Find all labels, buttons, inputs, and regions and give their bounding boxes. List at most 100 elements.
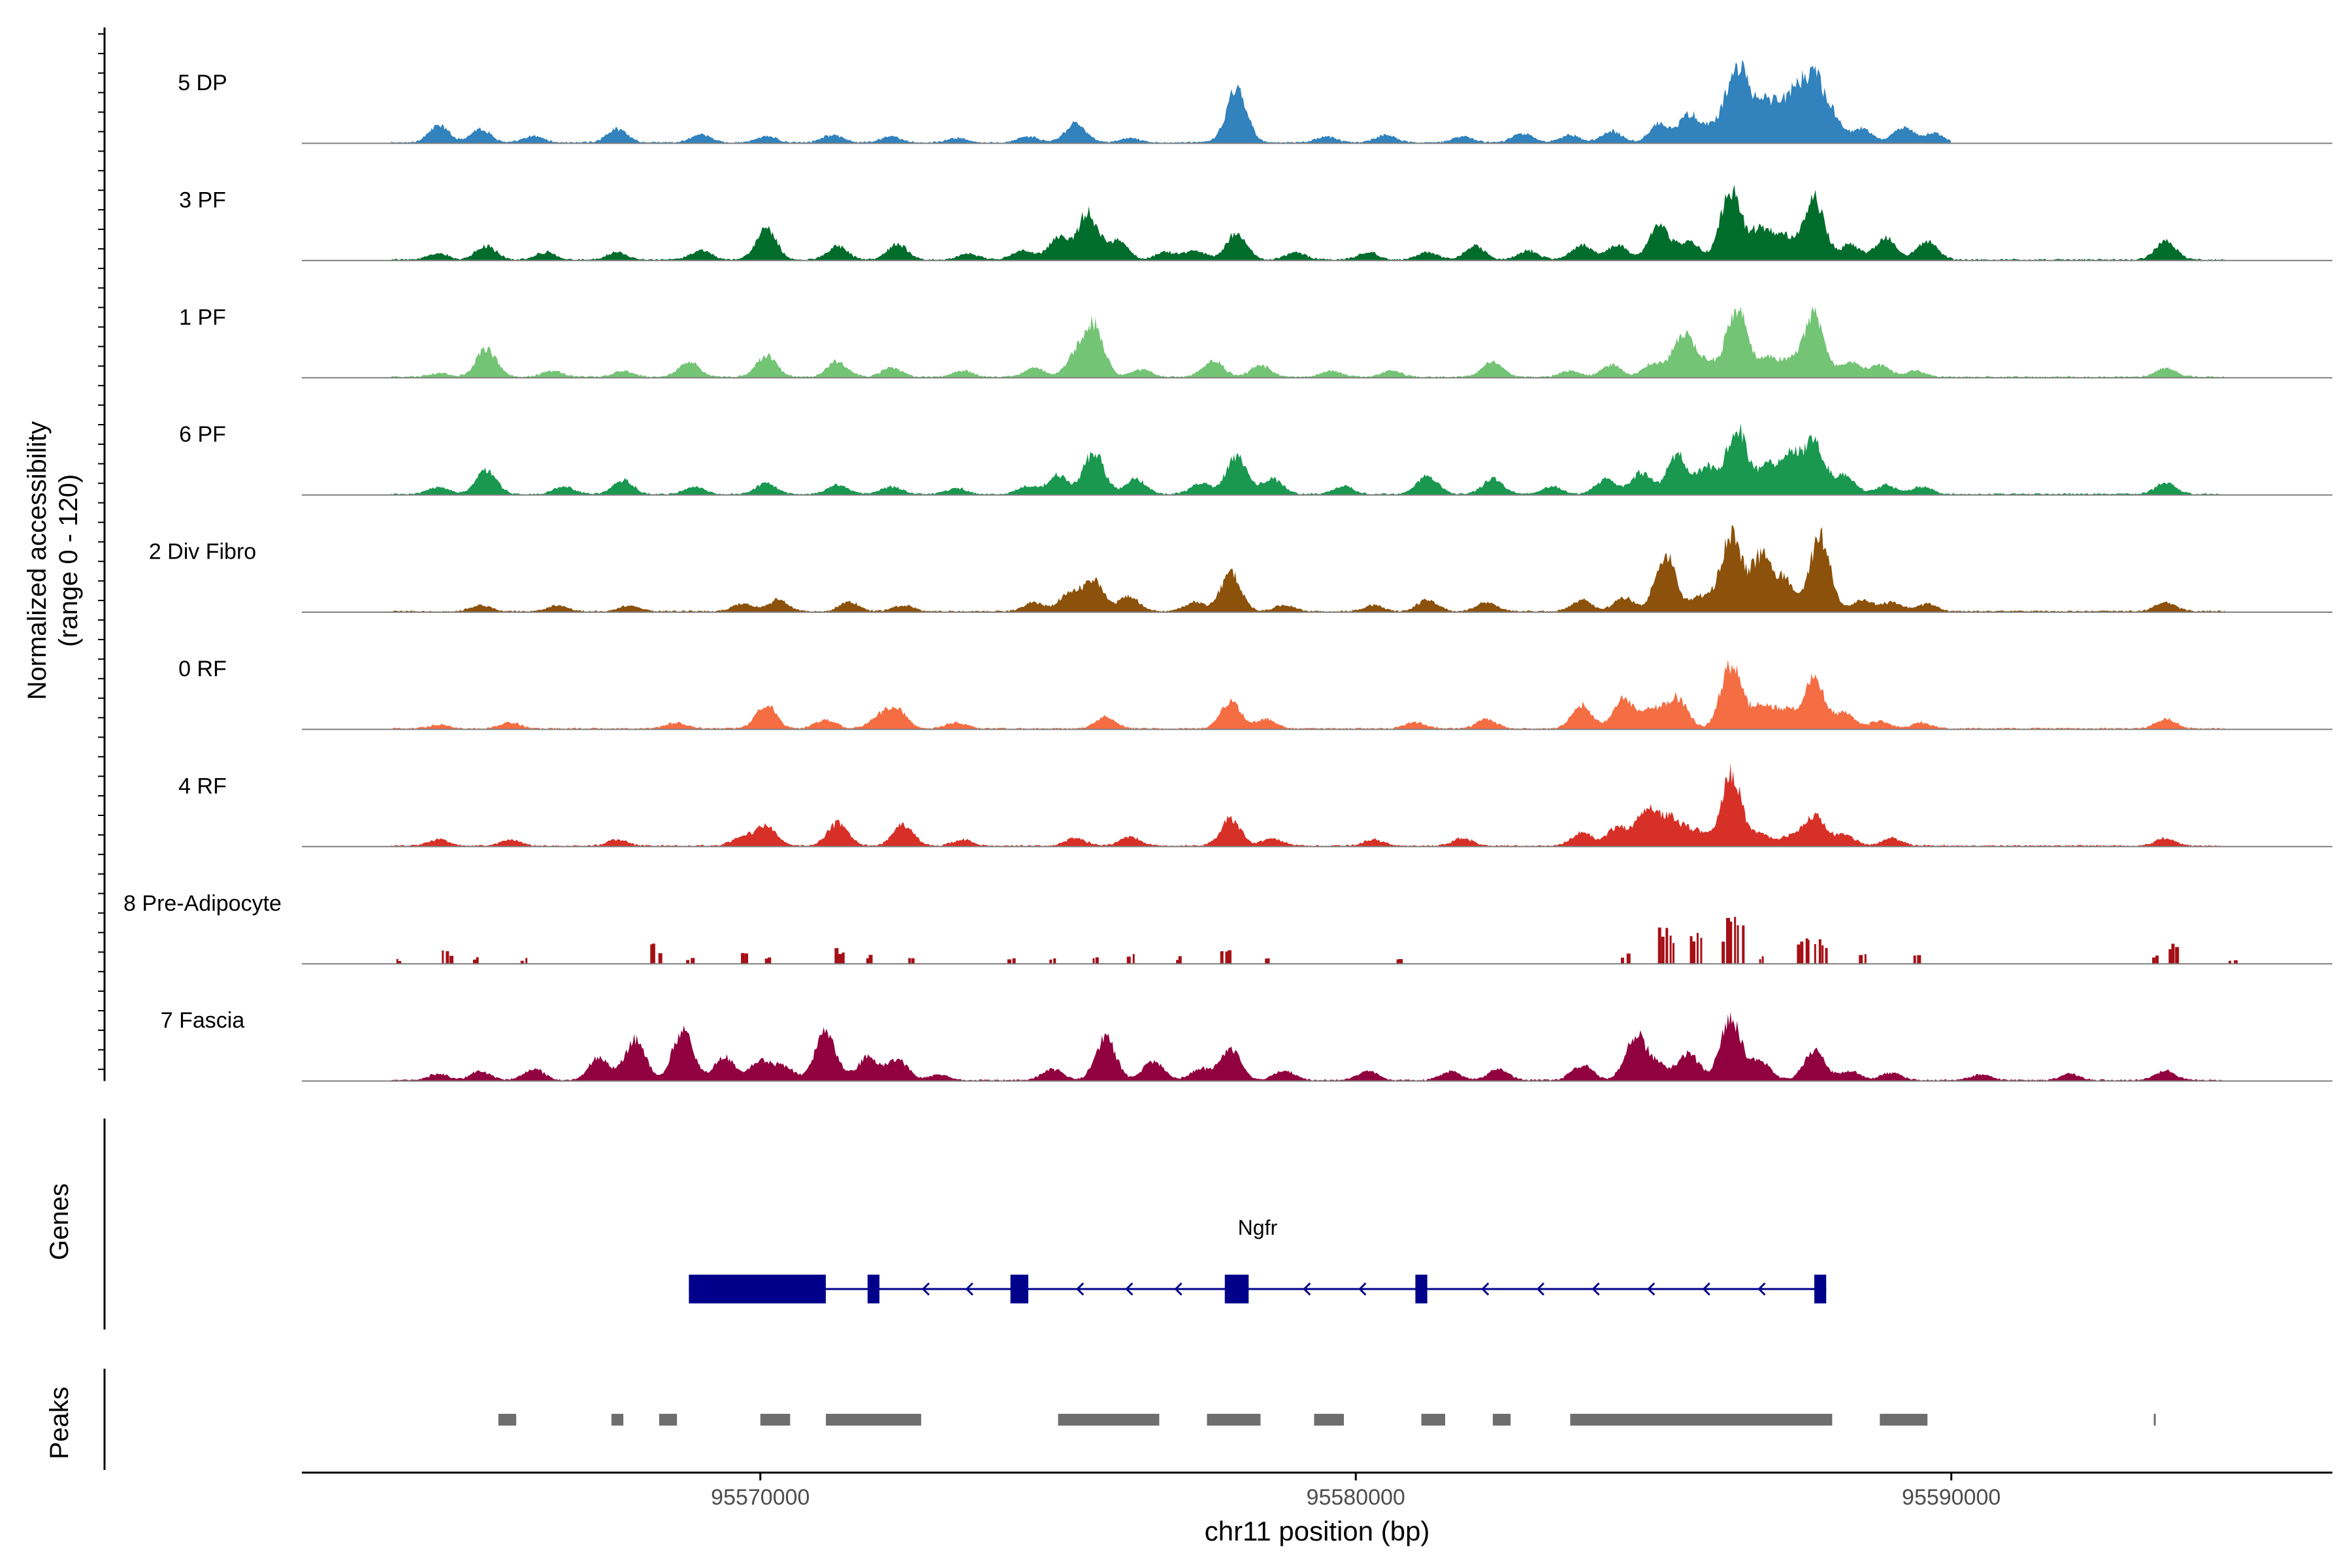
coverage-bar (1220, 951, 1224, 964)
track-label: 0 RF (178, 657, 227, 681)
x-tick-label: 95580000 (1307, 1485, 1405, 1510)
peak-region (2153, 1414, 2156, 1426)
peak-region (1492, 1414, 1511, 1426)
coverage-bar (911, 958, 915, 964)
strand-arrow (1647, 1282, 1656, 1296)
strand-arrow (1592, 1282, 1600, 1296)
peak-region (760, 1414, 791, 1426)
coverage-bar (1007, 959, 1011, 964)
coverage-bar (1722, 941, 1725, 964)
gene-track: Ngfr (103, 1119, 1827, 1330)
strand-arrow (965, 1282, 973, 1296)
coverage-bar (868, 955, 873, 964)
coverage-bar (866, 958, 870, 964)
coverage-bar (1825, 947, 1828, 964)
strand-arrow (1702, 1282, 1710, 1296)
coverage-area (391, 525, 2225, 612)
peak-region (1880, 1414, 1928, 1426)
coverage-area (391, 1011, 2225, 1081)
coverage-bar (1759, 959, 1761, 964)
coverage-bar (1726, 918, 1730, 964)
coverage-area (391, 423, 2225, 495)
coverage-bar (1095, 957, 1099, 964)
peak-region (826, 1414, 921, 1426)
coverage-bar (1176, 960, 1179, 964)
coverage-bar (1126, 956, 1131, 964)
peak-region (1207, 1414, 1261, 1426)
peak-region (611, 1414, 624, 1426)
coverage-area (391, 59, 1952, 144)
coverage-bar (525, 958, 528, 964)
coverage-bar (1729, 921, 1733, 964)
coverage-bar (1396, 959, 1401, 964)
track-2-div-fibro: 2 Div Fibro (149, 525, 2332, 613)
coverage-bar (1913, 955, 1916, 964)
track-8-pre-adipocyte: 8 Pre-Adipocyte (123, 891, 2332, 965)
coverage-bar (1821, 945, 1824, 964)
coverage-bar (442, 950, 444, 964)
track-label: 5 DP (178, 71, 227, 95)
gene-exon (1415, 1275, 1428, 1303)
coverage-bar (2168, 949, 2172, 964)
coverage-bar (686, 960, 690, 964)
peak-region (1314, 1414, 1344, 1426)
track-7-fascia: 7 Fascia (161, 1008, 2332, 1082)
track-label: 7 Fascia (161, 1008, 245, 1033)
coverage-bar (2175, 947, 2180, 964)
coverage-bar (744, 953, 749, 964)
coverage-bar (1665, 928, 1669, 964)
coverage-bar (1737, 925, 1739, 964)
strand-arrow (1303, 1282, 1311, 1296)
coverage-area (391, 185, 2225, 261)
coverage-bar (1818, 939, 1821, 964)
coverage-bar (476, 957, 479, 964)
coverage-bar (764, 958, 769, 964)
coverage-bar (834, 948, 839, 964)
coverage-bar (1797, 944, 1801, 964)
coverage-bar (1742, 925, 1745, 964)
coverage-bar (1661, 936, 1665, 964)
coverage-bar (658, 953, 662, 964)
coverage-bar (1814, 943, 1816, 964)
gene-exon (867, 1275, 880, 1303)
coverage-bar (2171, 943, 2175, 964)
track-5-dp: 5 DP (178, 59, 2332, 144)
track-label: 8 Pre-Adipocyte (123, 891, 282, 916)
strand-arrow (1358, 1282, 1367, 1296)
x-tick-label: 95570000 (711, 1485, 809, 1510)
strand-arrow (1757, 1282, 1766, 1296)
coverage-bar (2234, 960, 2238, 964)
coverage-bar (1132, 954, 1135, 964)
coverage-bar (651, 943, 655, 964)
coverage-bar (1626, 953, 1631, 964)
coverage-bar (768, 957, 772, 964)
coverage-bar (1805, 938, 1808, 964)
strand-arrow (921, 1282, 930, 1296)
track-label: 6 PF (179, 422, 226, 447)
peaks-track-label: Peaks (45, 1386, 74, 1459)
track-label: 2 Div Fibro (149, 540, 256, 564)
coverage-bar (741, 953, 745, 964)
strand-arrow (1076, 1282, 1085, 1296)
coverage-bar (1700, 938, 1703, 964)
strand-arrow (1125, 1282, 1134, 1296)
strand-arrow (1536, 1282, 1544, 1296)
coverage-bar (1761, 956, 1764, 964)
coverage-bar (1399, 959, 1403, 964)
track-label: 4 RF (178, 774, 227, 798)
coverage-bar (473, 959, 476, 964)
peak-region (498, 1414, 517, 1426)
gene-name: Ngfr (1238, 1216, 1278, 1239)
coverage-bar (838, 954, 843, 964)
gene-ngfr: Ngfr (689, 1216, 1827, 1303)
coverage-bar (2152, 957, 2156, 964)
peak-region (1570, 1414, 1833, 1426)
coverage-bar (1092, 958, 1095, 964)
coverage-bar (1265, 958, 1269, 964)
coverage-bar (841, 952, 845, 964)
coverage-bar (1669, 936, 1672, 964)
coverage-area (391, 659, 2225, 730)
coverage-bar (520, 960, 524, 964)
track-label: 1 PF (179, 305, 226, 330)
